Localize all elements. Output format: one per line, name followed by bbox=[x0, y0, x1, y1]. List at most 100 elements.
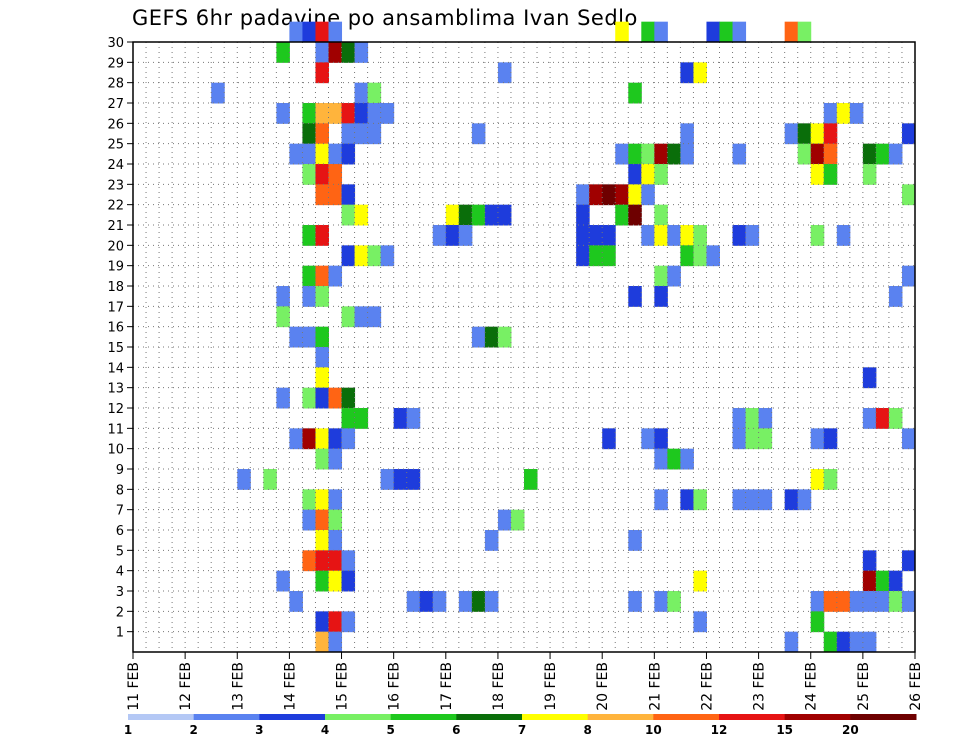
heatmap-cell bbox=[823, 103, 838, 124]
heatmap-cell bbox=[445, 204, 460, 226]
heatmap-cell bbox=[797, 123, 812, 145]
heatmap-cell bbox=[341, 550, 356, 572]
heatmap-cell bbox=[901, 550, 916, 572]
heatmap-cell bbox=[589, 245, 603, 267]
y-tick-label: 20 bbox=[107, 239, 124, 254]
heatmap-cell bbox=[810, 143, 825, 165]
heatmap-cell bbox=[367, 82, 382, 104]
heatmap-cell bbox=[471, 204, 486, 226]
legend-layer: 1 2 3 4 5 6 7 8 10 12 15 20 bbox=[124, 714, 917, 737]
x-tick-label: 12 FEB bbox=[178, 662, 194, 711]
heatmap-cell bbox=[654, 21, 668, 43]
heatmap-cell bbox=[810, 225, 825, 246]
heatmap-cell bbox=[341, 428, 356, 450]
legend-label: 8 bbox=[583, 723, 591, 737]
heatmap-cell bbox=[328, 143, 343, 165]
heatmap-cell bbox=[849, 591, 864, 612]
heatmap-cell bbox=[354, 103, 369, 124]
heatmap-cell bbox=[276, 570, 290, 592]
heatmap-cell bbox=[641, 164, 655, 185]
heatmap-cell bbox=[901, 428, 916, 450]
heatmap-cell bbox=[654, 489, 668, 511]
heatmap-cell bbox=[862, 367, 877, 389]
legend-swatch bbox=[784, 714, 851, 720]
heatmap-cell bbox=[745, 408, 760, 429]
heatmap-cell bbox=[211, 82, 225, 104]
heatmap-cell bbox=[432, 591, 447, 612]
heatmap-cell bbox=[797, 143, 812, 165]
heatmap-cell bbox=[289, 326, 303, 348]
heatmap-cell bbox=[888, 286, 903, 307]
heatmap-cell bbox=[732, 143, 747, 165]
y-tick-label: 19 bbox=[107, 260, 124, 275]
legend-swatch bbox=[587, 714, 654, 720]
heatmap-cell bbox=[315, 448, 329, 470]
y-tick-label: 11 bbox=[107, 422, 124, 437]
heatmap-cell bbox=[745, 225, 760, 246]
heatmap-cell bbox=[484, 204, 499, 226]
heatmap-cell bbox=[315, 489, 329, 511]
heatmap-cell bbox=[797, 21, 812, 43]
heatmap-cell bbox=[315, 42, 329, 63]
heatmap-cell bbox=[393, 469, 408, 490]
legend-swatch bbox=[719, 714, 786, 720]
heatmap-cell bbox=[510, 509, 525, 531]
heatmap-cell bbox=[289, 21, 303, 43]
heatmap-cell bbox=[328, 448, 343, 470]
heatmap-cell bbox=[289, 591, 303, 612]
heatmap-cell bbox=[602, 428, 616, 450]
heatmap-cell bbox=[484, 530, 499, 551]
heatmap-cell bbox=[328, 265, 343, 287]
legend-swatch bbox=[390, 714, 457, 720]
heatmap-cell bbox=[354, 245, 369, 267]
y-tick-label: 13 bbox=[107, 382, 124, 397]
heatmap-cell bbox=[484, 326, 499, 348]
heatmap-cell bbox=[237, 469, 251, 490]
heatmap-cell bbox=[862, 570, 877, 592]
heatmap-cell bbox=[328, 611, 343, 633]
heatmap-cell bbox=[888, 143, 903, 165]
heatmap-cell bbox=[315, 326, 329, 348]
heatmap-cell bbox=[276, 306, 290, 328]
heatmap-cell bbox=[667, 448, 681, 470]
heatmap-cell bbox=[641, 143, 655, 165]
heatmap-cell bbox=[875, 591, 890, 612]
heatmap-cell bbox=[328, 489, 343, 511]
heatmap-cell bbox=[693, 489, 707, 511]
heatmap-cell bbox=[784, 489, 799, 511]
heatmap-cell bbox=[341, 408, 356, 429]
heatmap-cell bbox=[406, 469, 421, 490]
heatmap-cell bbox=[315, 631, 329, 653]
heatmap-cell bbox=[302, 265, 316, 287]
y-tick-label: 10 bbox=[107, 443, 124, 458]
heatmap-cell bbox=[367, 306, 382, 328]
y-tick-label: 26 bbox=[107, 117, 124, 132]
heatmap-cell bbox=[458, 204, 473, 226]
heatmap-cell bbox=[784, 631, 799, 653]
y-tick-label: 1 bbox=[116, 626, 124, 641]
heatmap-cell bbox=[693, 245, 707, 267]
heatmap-cell bbox=[901, 591, 916, 612]
heatmap-cell bbox=[302, 286, 316, 307]
heatmap-cell bbox=[263, 469, 277, 490]
heatmap-cell bbox=[875, 143, 890, 165]
heatmap-cell bbox=[341, 143, 356, 165]
heatmap-cell bbox=[302, 225, 316, 246]
heatmap-cell bbox=[315, 428, 329, 450]
heatmap-cell bbox=[693, 225, 707, 246]
heatmap-cell bbox=[901, 123, 916, 145]
legend-swatch bbox=[193, 714, 260, 720]
heatmap-cell bbox=[315, 164, 329, 185]
heatmap-cell bbox=[654, 204, 668, 226]
heatmap-cell bbox=[680, 448, 694, 470]
heatmap-cell bbox=[497, 62, 512, 84]
y-tick-label: 24 bbox=[107, 158, 124, 173]
heatmap-cell bbox=[328, 428, 343, 450]
y-tick-label: 4 bbox=[116, 565, 124, 580]
y-tick-label: 5 bbox=[116, 544, 124, 559]
heatmap-cell bbox=[667, 591, 681, 612]
heatmap-cell bbox=[797, 489, 812, 511]
heatmap-cell bbox=[276, 103, 290, 124]
heatmap-cell bbox=[380, 103, 395, 124]
heatmap-cell bbox=[641, 225, 655, 246]
